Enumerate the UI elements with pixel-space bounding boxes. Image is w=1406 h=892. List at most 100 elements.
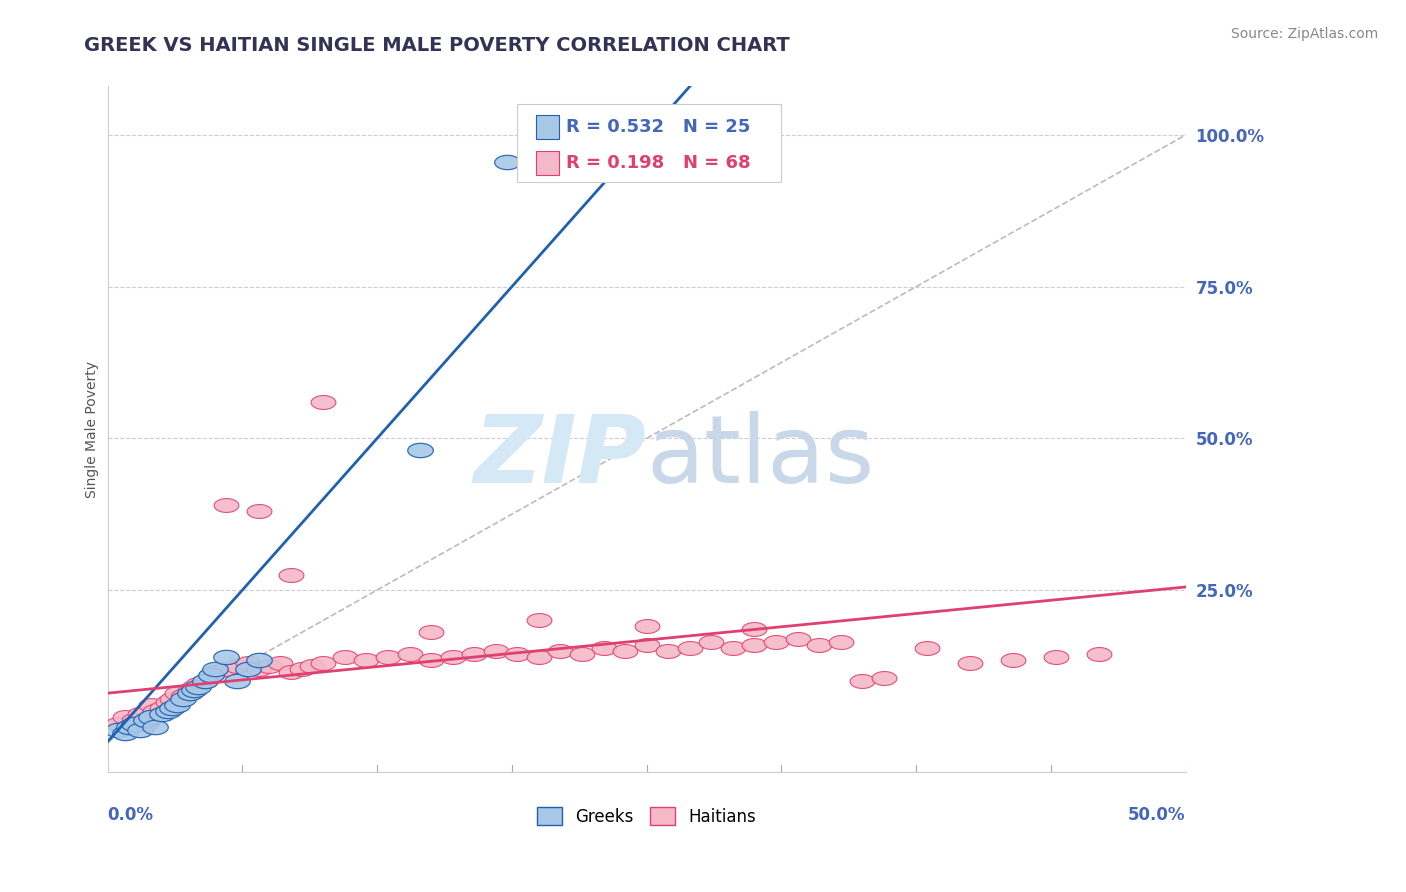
Point	[143, 720, 166, 734]
Point	[166, 698, 188, 713]
Point	[179, 683, 201, 698]
Point	[744, 638, 766, 652]
Point	[269, 656, 291, 670]
Text: 50.0%: 50.0%	[1128, 806, 1185, 824]
Point	[409, 443, 432, 458]
Point	[420, 653, 443, 667]
Point	[851, 673, 873, 688]
Point	[356, 653, 378, 667]
Point	[420, 625, 443, 640]
Point	[156, 704, 179, 718]
Point	[107, 716, 129, 731]
Point	[122, 716, 145, 731]
Point	[1002, 653, 1025, 667]
Point	[636, 619, 658, 633]
Point	[527, 649, 550, 664]
Point	[129, 707, 152, 722]
Point	[162, 701, 184, 715]
Point	[150, 707, 173, 722]
Point	[463, 647, 485, 661]
Point	[183, 683, 205, 698]
Point	[247, 504, 270, 518]
Point	[143, 704, 166, 718]
Point	[200, 668, 222, 682]
Text: ZIP: ZIP	[474, 410, 647, 502]
Point	[398, 647, 420, 661]
Point	[377, 649, 399, 664]
FancyBboxPatch shape	[517, 103, 782, 182]
Point	[156, 695, 179, 709]
Point	[915, 640, 938, 655]
Point	[200, 668, 222, 682]
Point	[215, 498, 238, 512]
Point	[183, 680, 205, 694]
Text: R = 0.532   N = 25: R = 0.532 N = 25	[565, 118, 751, 136]
Text: GREEK VS HAITIAN SINGLE MALE POVERTY CORRELATION CHART: GREEK VS HAITIAN SINGLE MALE POVERTY COR…	[84, 36, 790, 54]
Point	[122, 714, 145, 728]
Point	[107, 723, 129, 737]
FancyBboxPatch shape	[536, 115, 560, 139]
Point	[135, 716, 157, 731]
Point	[139, 710, 162, 724]
Point	[485, 643, 508, 657]
Point	[571, 647, 593, 661]
Point	[765, 634, 787, 648]
Point	[162, 692, 184, 706]
Point	[679, 640, 702, 655]
Point	[312, 656, 335, 670]
Point	[114, 725, 136, 739]
Point	[808, 638, 831, 652]
Point	[495, 155, 517, 169]
Text: 0.0%: 0.0%	[108, 806, 153, 824]
Text: atlas: atlas	[647, 410, 875, 502]
Point	[236, 662, 259, 676]
Point	[550, 643, 572, 657]
Point	[312, 395, 335, 409]
Point	[204, 662, 226, 676]
Legend: Greeks, Haitians: Greeks, Haitians	[530, 801, 763, 832]
Point	[527, 613, 550, 627]
Point	[194, 673, 217, 688]
Point	[187, 680, 209, 694]
Point	[441, 649, 464, 664]
Point	[118, 720, 141, 734]
Point	[247, 662, 270, 676]
Point	[114, 710, 136, 724]
Point	[786, 632, 808, 646]
Point	[236, 656, 259, 670]
Y-axis label: Single Male Poverty: Single Male Poverty	[86, 360, 100, 498]
Point	[333, 649, 356, 664]
Point	[291, 662, 314, 676]
Point	[259, 658, 281, 673]
Point	[592, 640, 614, 655]
Text: R = 0.198   N = 68: R = 0.198 N = 68	[565, 154, 751, 172]
Point	[1088, 647, 1111, 661]
Point	[657, 643, 679, 657]
Point	[280, 665, 302, 679]
Point	[614, 643, 637, 657]
Point	[280, 567, 302, 582]
Point	[247, 653, 270, 667]
FancyBboxPatch shape	[536, 151, 560, 175]
Point	[721, 640, 744, 655]
Point	[636, 638, 658, 652]
Point	[118, 720, 141, 734]
Point	[215, 649, 238, 664]
Point	[226, 673, 249, 688]
Point	[139, 698, 162, 713]
Point	[506, 647, 529, 661]
Point	[215, 662, 238, 676]
Point	[179, 686, 201, 700]
Point	[204, 665, 226, 679]
Point	[226, 658, 249, 673]
Point	[959, 656, 981, 670]
Point	[830, 634, 852, 648]
Text: Source: ZipAtlas.com: Source: ZipAtlas.com	[1230, 27, 1378, 41]
Point	[301, 658, 323, 673]
Point	[744, 623, 766, 637]
Point	[187, 677, 209, 691]
Point	[1045, 649, 1067, 664]
Point	[873, 671, 896, 685]
Point	[166, 686, 188, 700]
Point	[135, 714, 157, 728]
